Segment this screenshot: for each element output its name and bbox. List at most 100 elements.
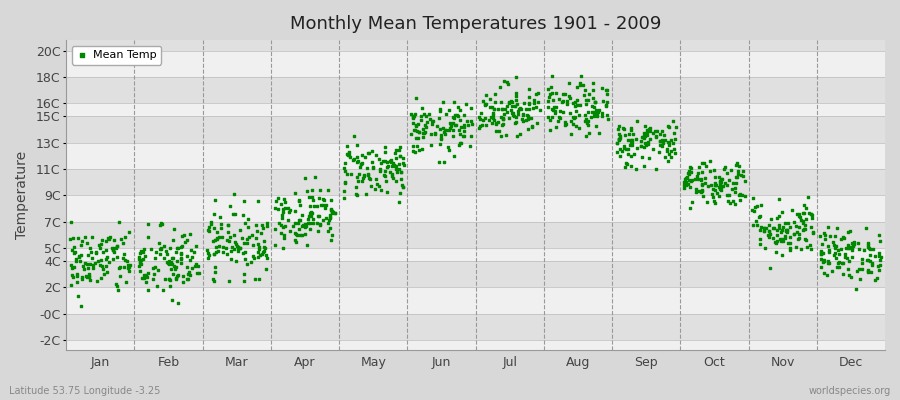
Mean Temp bbox=[384, 163, 399, 169]
Mean Temp bbox=[555, 108, 570, 115]
Mean Temp bbox=[141, 221, 156, 228]
Mean Temp bbox=[680, 170, 695, 176]
Mean Temp bbox=[362, 174, 376, 181]
Mean Temp bbox=[788, 219, 802, 226]
Mean Temp bbox=[688, 176, 702, 182]
Mean Temp bbox=[797, 225, 812, 232]
Mean Temp bbox=[845, 254, 859, 260]
Mean Temp bbox=[215, 234, 230, 240]
Mean Temp bbox=[544, 73, 559, 79]
Mean Temp bbox=[554, 115, 568, 122]
Mean Temp bbox=[570, 84, 584, 91]
Mean Temp bbox=[223, 203, 238, 210]
Mean Temp bbox=[541, 98, 555, 104]
Mean Temp bbox=[715, 183, 729, 189]
Mean Temp bbox=[485, 119, 500, 126]
Mean Temp bbox=[787, 231, 801, 238]
Mean Temp bbox=[355, 152, 369, 159]
Mean Temp bbox=[767, 225, 781, 231]
Mean Temp bbox=[288, 230, 302, 236]
Mean Temp bbox=[579, 101, 593, 108]
Mean Temp bbox=[306, 216, 320, 222]
Mean Temp bbox=[118, 257, 132, 264]
Mean Temp bbox=[706, 186, 720, 192]
Mean Temp bbox=[860, 257, 875, 263]
Mean Temp bbox=[171, 245, 185, 251]
Mean Temp bbox=[792, 231, 806, 237]
Mean Temp bbox=[75, 274, 89, 280]
Mean Temp bbox=[636, 133, 651, 140]
Mean Temp bbox=[395, 182, 410, 188]
Mean Temp bbox=[140, 274, 155, 280]
Mean Temp bbox=[866, 246, 880, 252]
Mean Temp bbox=[682, 171, 697, 177]
Mean Temp bbox=[508, 103, 522, 109]
Mean Temp bbox=[274, 201, 288, 208]
Mean Temp bbox=[235, 212, 249, 218]
Text: Latitude 53.75 Longitude -3.25: Latitude 53.75 Longitude -3.25 bbox=[9, 386, 160, 396]
Mean Temp bbox=[154, 246, 168, 252]
Mean Temp bbox=[506, 112, 520, 118]
Mean Temp bbox=[491, 106, 505, 112]
Mean Temp bbox=[404, 111, 419, 118]
Mean Temp bbox=[830, 225, 844, 231]
Mean Temp bbox=[803, 242, 817, 248]
Mean Temp bbox=[150, 283, 165, 290]
Mean Temp bbox=[103, 234, 117, 240]
Mean Temp bbox=[568, 102, 582, 109]
Mean Temp bbox=[573, 72, 588, 79]
Mean Temp bbox=[361, 171, 375, 178]
Mean Temp bbox=[626, 130, 640, 137]
Mean Temp bbox=[695, 180, 709, 187]
Mean Temp bbox=[720, 169, 734, 176]
Mean Temp bbox=[396, 184, 410, 190]
Mean Temp bbox=[598, 102, 613, 109]
Mean Temp bbox=[526, 104, 541, 111]
Mean Temp bbox=[624, 153, 638, 160]
Mean Temp bbox=[339, 171, 354, 178]
Mean Temp bbox=[75, 276, 89, 282]
Mean Temp bbox=[121, 265, 135, 272]
Mean Temp bbox=[726, 198, 741, 204]
Mean Temp bbox=[591, 106, 606, 113]
Mean Temp bbox=[212, 234, 226, 240]
Mean Temp bbox=[566, 121, 580, 128]
Mean Temp bbox=[704, 182, 718, 188]
Mean Temp bbox=[528, 90, 543, 97]
Mean Temp bbox=[342, 149, 356, 155]
Mean Temp bbox=[859, 225, 873, 232]
Mean Temp bbox=[635, 154, 650, 160]
Mean Temp bbox=[418, 113, 433, 120]
Mean Temp bbox=[776, 237, 790, 244]
Mean Temp bbox=[457, 128, 472, 134]
Mean Temp bbox=[636, 162, 651, 169]
Mean Temp bbox=[789, 223, 804, 229]
Mean Temp bbox=[417, 130, 431, 136]
Mean Temp bbox=[392, 161, 406, 167]
Mean Temp bbox=[136, 246, 150, 252]
Mean Temp bbox=[579, 116, 593, 122]
Mean Temp bbox=[275, 209, 290, 216]
Mean Temp bbox=[847, 241, 861, 247]
Mean Temp bbox=[119, 279, 133, 285]
Mean Temp bbox=[548, 124, 562, 130]
Mean Temp bbox=[842, 245, 856, 252]
Mean Temp bbox=[64, 282, 78, 288]
Mean Temp bbox=[320, 187, 335, 194]
Mean Temp bbox=[408, 111, 422, 117]
Mean Temp bbox=[842, 245, 856, 252]
Mean Temp bbox=[679, 179, 693, 185]
Mean Temp bbox=[63, 236, 77, 242]
Mean Temp bbox=[112, 265, 126, 272]
Mean Temp bbox=[703, 158, 717, 164]
Bar bbox=[66, 51, 885, 77]
Mean Temp bbox=[796, 202, 811, 209]
Mean Temp bbox=[242, 234, 256, 240]
Mean Temp bbox=[757, 225, 771, 231]
Mean Temp bbox=[799, 244, 814, 250]
Mean Temp bbox=[455, 132, 470, 139]
Mean Temp bbox=[572, 112, 586, 118]
Mean Temp bbox=[473, 110, 488, 116]
Mean Temp bbox=[695, 168, 709, 175]
Mean Temp bbox=[409, 121, 423, 128]
